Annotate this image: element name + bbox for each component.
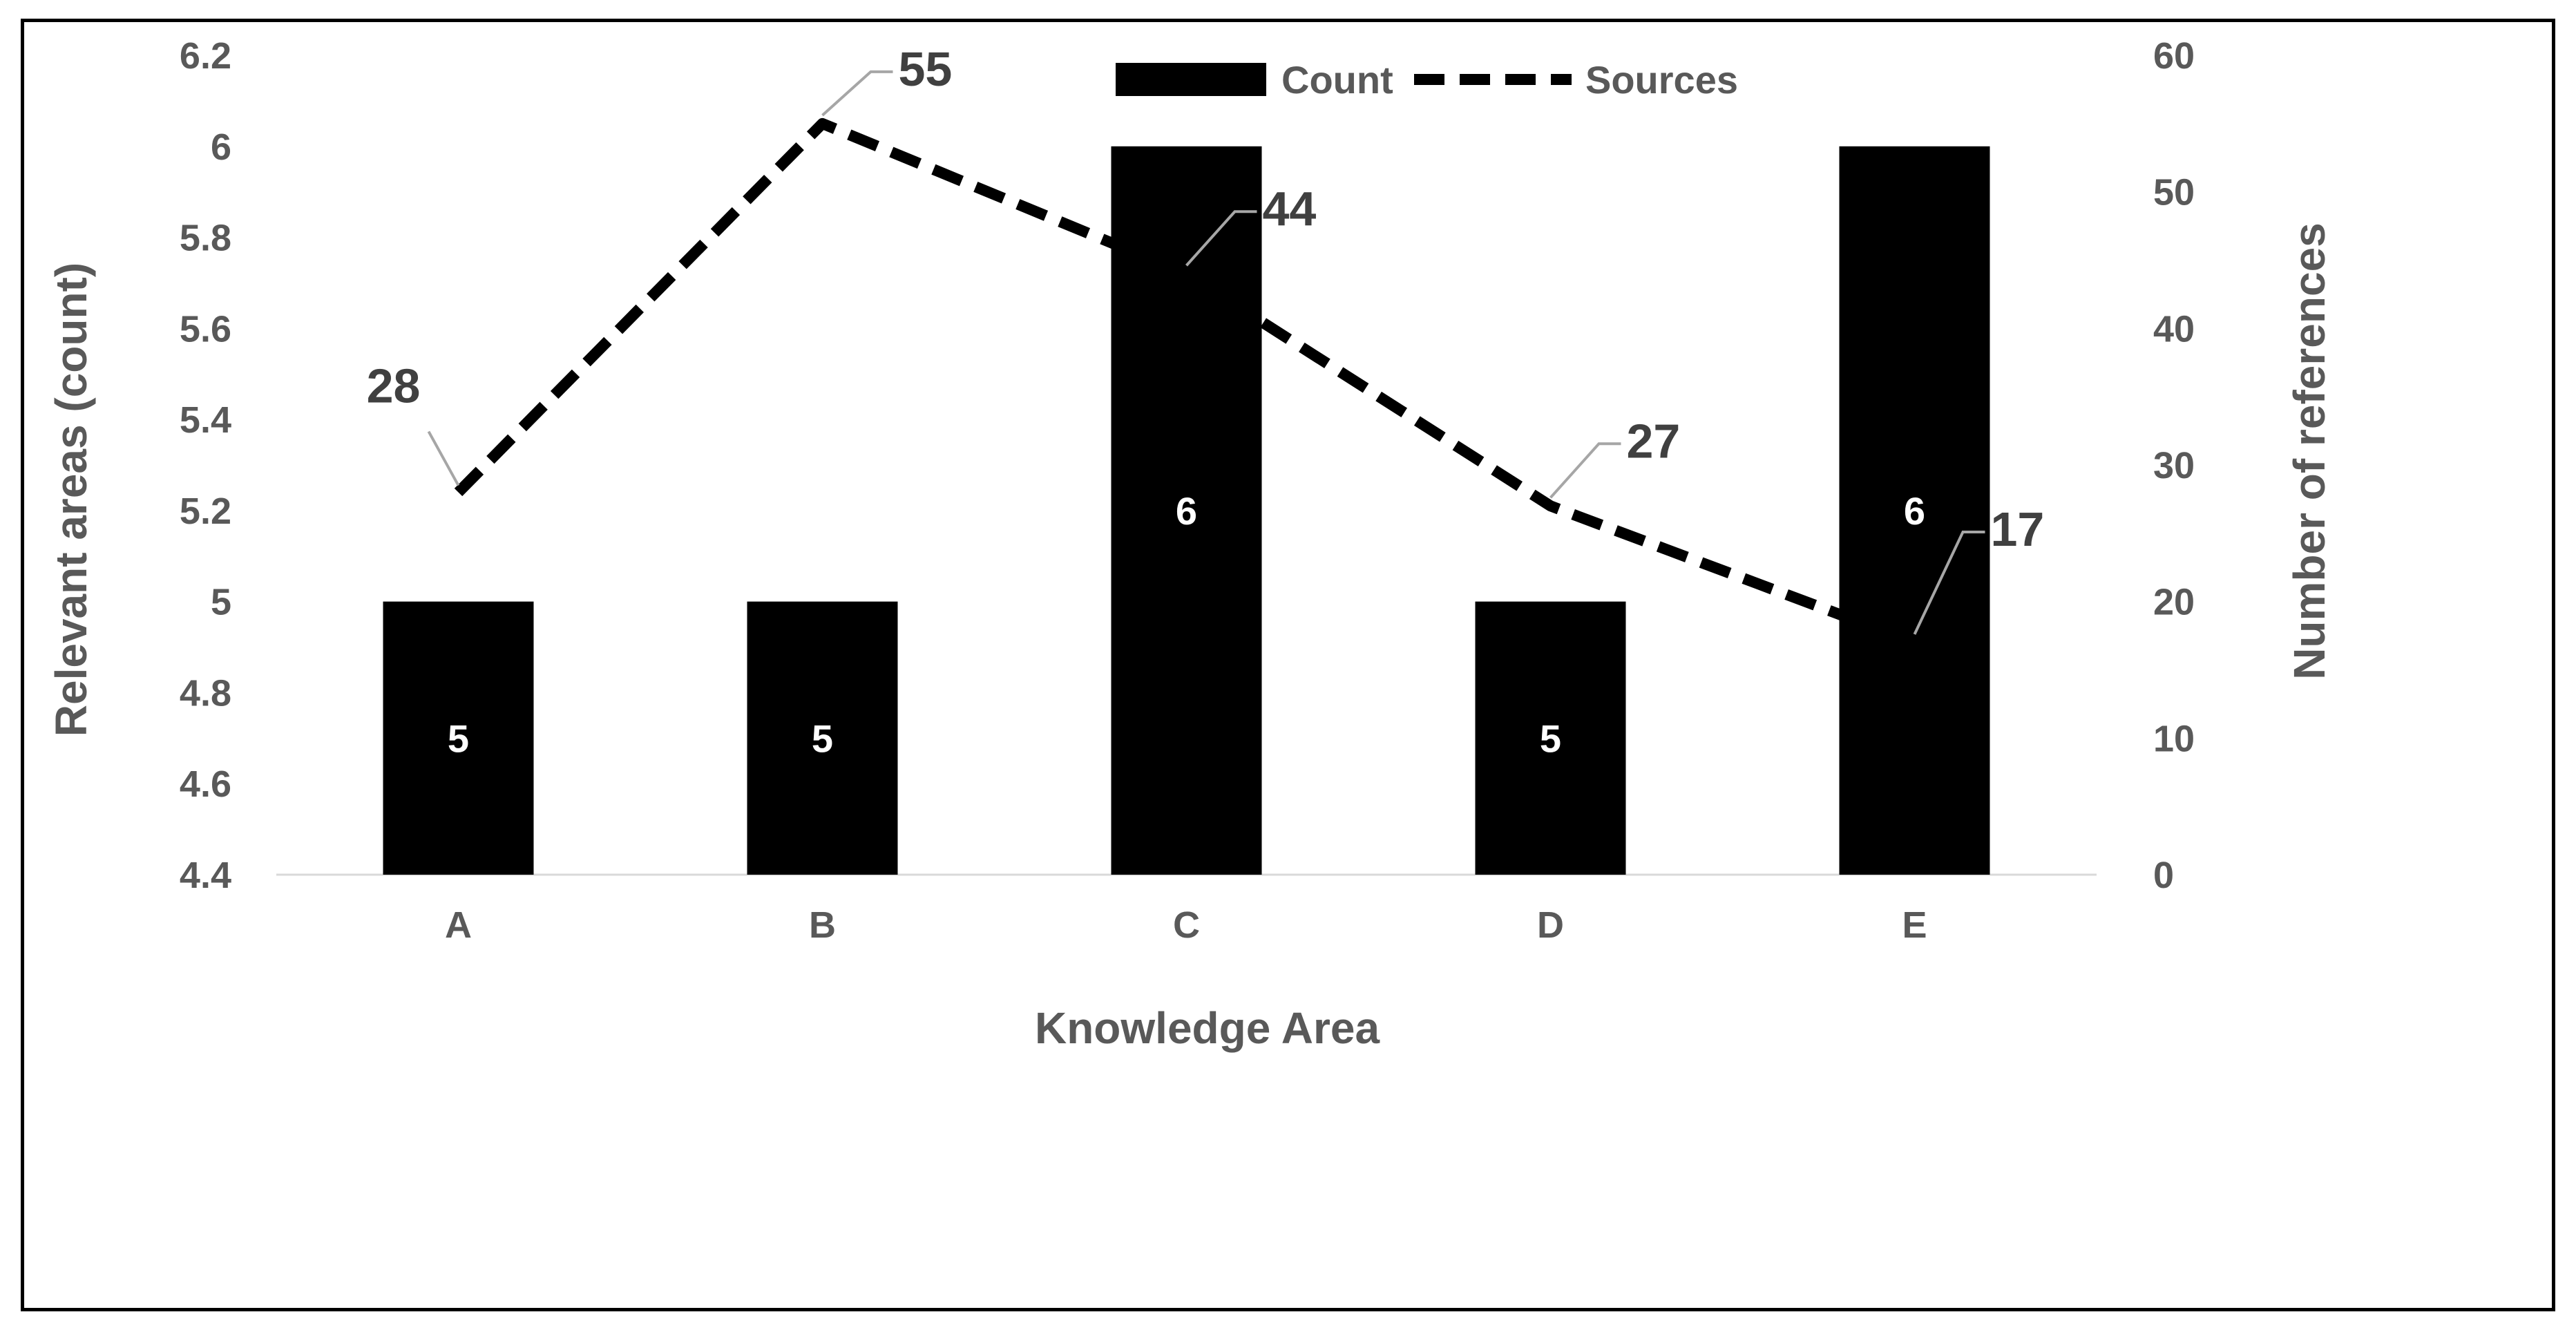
y-axis-title: Relevant areas (count) (46, 263, 96, 737)
y-tick-label: 4.6 (180, 763, 231, 805)
leader-line (427, 430, 460, 486)
x-tick-label: B (809, 904, 836, 946)
line-data-label: 27 (1627, 414, 1681, 468)
line-data-label: 55 (899, 42, 953, 96)
bar-count (747, 601, 898, 875)
y2-tick-label: 50 (2153, 172, 2195, 213)
leader-line (1185, 210, 1257, 267)
bar-count (1839, 146, 1990, 875)
y-tick-label: 6.2 (180, 35, 231, 77)
y-tick-label: 4.4 (180, 855, 231, 896)
leader-line (1913, 530, 1985, 635)
bar-count (383, 601, 534, 875)
chart-svg: 4.4 4.6 4.8 5 5.2 5.4 5.6 5.8 6 6.2 0 10 20 30 40 50 60 A… (46, 35, 2334, 1053)
y2-tick-label: 40 (2153, 308, 2195, 350)
line-data-label: 28 (367, 359, 421, 413)
leader-line (821, 70, 893, 117)
y2-tick-label: 0 (2153, 855, 2174, 896)
x-tick-label: C (1173, 904, 1200, 946)
bar-count (1111, 146, 1262, 875)
y-tick-label: 5.8 (180, 218, 231, 259)
legend-label-sources: Sources (1585, 58, 1738, 102)
y-tick-label: 5.4 (180, 399, 231, 441)
line-data-label: 44 (1263, 182, 1317, 236)
leader-line (1549, 442, 1621, 499)
x-tick-label: D (1537, 904, 1564, 946)
bar-data-label: 6 (1176, 489, 1197, 533)
y-tick-label: 5 (211, 582, 231, 623)
y-tick-label: 6 (211, 126, 231, 168)
y2-axis-title: Number of references (2284, 222, 2334, 680)
x-tick-label: E (1902, 904, 1927, 946)
y2-tick-label: 20 (2153, 582, 2195, 623)
bar-count (1475, 601, 1626, 875)
bar-data-label: 5 (1540, 716, 1561, 760)
y-tick-label: 5.2 (180, 491, 231, 532)
bar-data-label: 5 (812, 716, 833, 760)
y2-tick-label: 30 (2153, 445, 2195, 486)
legend-swatch-count (1116, 63, 1266, 96)
x-tick-label: A (445, 904, 472, 946)
legend-label-count: Count (1281, 58, 1393, 102)
y-tick-label: 4.8 (180, 672, 231, 714)
y2-tick-label: 60 (2153, 35, 2195, 77)
y2-tick-label: 10 (2153, 718, 2195, 759)
line-sources (454, 117, 1917, 648)
line-data-label: 17 (1991, 502, 2045, 556)
chart-frame: 4.4 4.6 4.8 5 5.2 5.4 5.6 5.8 6 6.2 0 10 20 30 40 50 60 A… (21, 19, 2555, 1311)
x-axis-title: Knowledge Area (1035, 1003, 1380, 1053)
bar-data-label: 6 (1904, 489, 1925, 533)
bar-data-label: 5 (448, 716, 469, 760)
y-tick-label: 5.6 (180, 308, 231, 350)
